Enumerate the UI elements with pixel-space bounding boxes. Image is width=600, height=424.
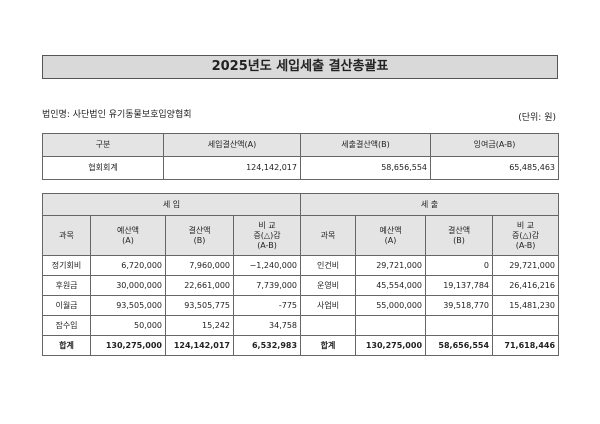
header-line: 비 교 [516, 220, 535, 230]
header-cell: 비 교 증(△)감 (A-B) [492, 215, 560, 256]
cell: 22,661,000 [165, 275, 234, 296]
cell: 124,142,017 [163, 156, 301, 180]
cell: −1,240,000 [232, 255, 302, 276]
cell: 34,758 [232, 315, 302, 336]
cell: 58,656,554 [425, 335, 494, 356]
header-line: (B) [453, 235, 465, 245]
header-cell: 예산액 (A) [90, 215, 166, 256]
header-row: 과목 예산액 (A) 결산액 (B) 비 교 증(△)감 (A-B) 과목 예산액 (A) 결산액 (B… [42, 215, 560, 256]
cell [492, 315, 560, 336]
cell: 구분 [42, 133, 164, 157]
header-line: 과목 [320, 230, 336, 240]
cell: 39,518,770 [425, 295, 494, 316]
cell: 잡수입 [42, 315, 91, 336]
cell: 협회회계 [42, 156, 164, 180]
cell: 130,275,000 [90, 335, 166, 356]
data-row: 이월금 93,505,000 93,505,775 -775 사업비 55,000,000… [42, 295, 560, 316]
header-cell: 결산액 (B) [165, 215, 234, 256]
data-row: 협회회계 124,142,017 58,656,554 65,485,463 [42, 156, 559, 180]
header-line: 증(△)감 [253, 230, 281, 240]
cell: 29,721,000 [355, 255, 427, 276]
cell: 0 [425, 255, 494, 276]
cell: 후원금 [42, 275, 91, 296]
cell: 세 출 [300, 193, 560, 216]
header-line: 예산액 [116, 225, 140, 235]
cell: 29,721,000 [492, 255, 560, 276]
cell: 6,532,983 [232, 335, 302, 356]
header-line: 결산액 [188, 225, 211, 235]
cell: 71,618,446 [492, 335, 560, 356]
cell: 세입결산액(A) [163, 133, 301, 157]
cell: 15,481,230 [492, 295, 560, 316]
cell: 잉여금(A-B) [430, 133, 559, 157]
cell: 15,242 [165, 315, 234, 336]
cell: 정기회비 [42, 255, 91, 276]
cell: 6,720,000 [90, 255, 166, 276]
cell: 19,137,784 [425, 275, 494, 296]
cell: 130,275,000 [355, 335, 427, 356]
header-row: 구분 세입결산액(A) 세출결산액(B) 잉여금(A-B) [42, 133, 559, 157]
title: 2025년도 세입세출 결산총괄표 [42, 55, 558, 79]
cell: 26,416,216 [492, 275, 560, 296]
header-cell: 예산액 (A) [355, 215, 427, 256]
cell: 인건비 [300, 255, 357, 276]
header-line: (A-B) [515, 240, 536, 250]
org-name: 법인명: 사단법인 유기동물보호입양협회 [42, 110, 192, 120]
cell: -775 [232, 295, 302, 316]
unit: (단위: 원) [518, 113, 556, 123]
cell: 사업비 [300, 295, 357, 316]
cell: 93,505,775 [165, 295, 234, 316]
data-row: 정기회비 6,720,000 7,960,000 −1,240,000 인건비 29,72… [42, 255, 560, 276]
cell [355, 315, 427, 336]
cell: 7,960,000 [165, 255, 234, 276]
header-cell: 과목 [300, 215, 357, 256]
header-cell: 비 교 증(△)감 (A-B) [232, 215, 302, 256]
cell: 이월금 [42, 295, 91, 316]
cell: 45,554,000 [355, 275, 427, 296]
header-cell: 결산액 (B) [425, 215, 494, 256]
summary-table: 구분 세입결산액(A) 세출결산액(B) 잉여금(A-B) 협회회계 124,142,01… [42, 133, 559, 180]
cell: 운영비 [300, 275, 357, 296]
header-line: 과목 [59, 230, 74, 240]
header-cell: 과목 [42, 215, 91, 256]
data-row: 합계 130,275,000 124,142,017 6,532,983 합계 130,2… [42, 335, 560, 356]
cell: 합계 [300, 335, 357, 356]
cell: 65,485,463 [430, 156, 559, 180]
header-line: (A) [384, 235, 397, 245]
data-row: 잡수입 50,000 15,242 34,758 [42, 315, 560, 336]
cell [300, 315, 357, 336]
header-line: 예산액 [379, 225, 402, 235]
cell [425, 315, 494, 336]
header-line: 결산액 [447, 225, 471, 235]
cell: 93,505,000 [90, 295, 166, 316]
cell: 58,656,554 [300, 156, 431, 180]
cell: 세 입 [41, 193, 302, 216]
cell: 세출결산액(B) [300, 133, 431, 157]
header-line: 비 교 [258, 220, 276, 230]
cell: 30,000,000 [90, 275, 166, 296]
header-line: 증(△)감 [511, 230, 540, 240]
cell: 50,000 [90, 315, 166, 336]
header-line: (A-B) [257, 240, 277, 250]
data-row: 후원금 30,000,000 22,661,000 7,739,000 운영비 45,55… [42, 275, 560, 296]
cell: 55,000,000 [355, 295, 427, 316]
cell: 합계 [42, 335, 91, 356]
cell: 124,142,017 [165, 335, 234, 356]
cell: 7,739,000 [232, 275, 302, 296]
header-line: (A) [122, 235, 134, 245]
header-line: (B) [193, 235, 206, 245]
